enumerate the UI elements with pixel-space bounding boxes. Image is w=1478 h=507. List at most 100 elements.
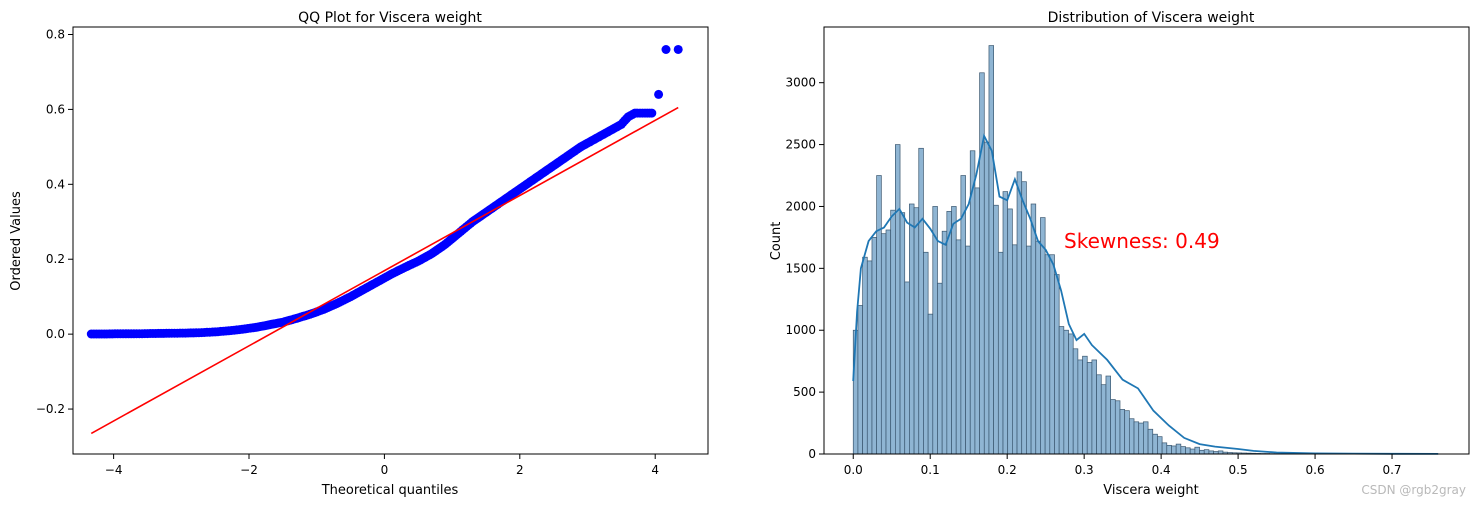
- histogram-bar: [1138, 422, 1144, 455]
- histogram-title: Distribution of Viscera weight: [1048, 10, 1255, 26]
- histogram-bar: [923, 251, 929, 455]
- histogram-bar: [1180, 446, 1186, 455]
- histogram-axes-frame: [823, 26, 1470, 455]
- histogram-bar: [1100, 384, 1107, 455]
- histogram-bar: [1091, 359, 1097, 455]
- histogram-xlabel: Viscera weight: [1103, 483, 1198, 498]
- qq-y-tick-label: 0.0: [46, 327, 65, 341]
- watermark: CSDN @rgb2gray: [1361, 483, 1466, 497]
- qq-x-tick-label: −4: [105, 463, 123, 477]
- histogram-x-tick-label: 0.7: [1382, 463, 1401, 477]
- histogram-x-tick-label: 0.5: [1229, 463, 1248, 477]
- histogram-bar: [1147, 428, 1154, 455]
- histogram-bar: [1203, 449, 1210, 455]
- histogram-bar: [1143, 421, 1149, 455]
- histogram-bar: [955, 239, 962, 455]
- histogram-ylabel: Count: [769, 222, 784, 261]
- histogram-bars: [852, 45, 1439, 455]
- histogram-bar: [918, 147, 924, 455]
- qq-y-tick-label: 0.2: [46, 252, 65, 266]
- histogram-bar: [909, 203, 915, 455]
- histogram-bar: [1068, 333, 1074, 455]
- histogram-bar: [932, 206, 938, 455]
- histogram-bar: [1002, 191, 1009, 455]
- histogram-bar: [1016, 171, 1023, 455]
- histogram-bar: [1096, 374, 1102, 455]
- histogram-y-tick-label: 3000: [785, 76, 816, 90]
- histogram-bar: [1054, 274, 1060, 455]
- histogram-bar: [890, 209, 896, 455]
- histogram-bar: [1035, 240, 1041, 455]
- histogram-bar: [1040, 217, 1046, 455]
- qq-x-tick-label: −2: [240, 463, 258, 477]
- qq-plot-marks: [86, 44, 683, 435]
- histogram-x-tick-label: 0.4: [1152, 463, 1171, 477]
- qq-x-tick-label: 0: [381, 463, 389, 477]
- histogram-bar: [1082, 355, 1088, 455]
- histogram-y-tick-label: 2000: [785, 199, 816, 213]
- qq-plot-ylabel: Ordered Values: [9, 191, 24, 291]
- histogram-bar: [1161, 442, 1168, 455]
- histogram-bar: [1044, 254, 1051, 455]
- histogram-bar: [951, 206, 957, 455]
- histogram-bar: [1110, 399, 1116, 455]
- qq-plot-axes-frame: [72, 26, 709, 455]
- histogram-bar: [1152, 433, 1158, 455]
- qq-plot-panel: QQ Plot for Viscera weight −4 −2 0 2 4 −0.2 0.…: [9, 10, 709, 498]
- histogram-bar: [1119, 409, 1126, 455]
- histogram-bar: [1058, 326, 1065, 455]
- histogram-bar: [1194, 446, 1200, 455]
- histogram-bar: [1133, 421, 1140, 455]
- qq-plot-xlabel: Theoretical quantiles: [321, 483, 459, 498]
- qq-x-tick-label: 4: [651, 463, 659, 477]
- qq-point: [661, 45, 671, 54]
- histogram-bar: [1166, 444, 1172, 455]
- qq-point: [647, 108, 657, 118]
- skewness-annotation: Skewness: 0.49: [1064, 229, 1220, 253]
- qq-x-tick-label: 2: [516, 463, 524, 477]
- histogram-bar: [895, 144, 901, 455]
- histogram-x-tick-label: 0.6: [1306, 463, 1325, 477]
- qq-y-tick-label: 0.4: [46, 177, 65, 191]
- histogram-bar: [927, 313, 934, 455]
- histogram-bar: [871, 237, 877, 455]
- histogram-bar: [1114, 400, 1121, 455]
- histogram-bar: [1157, 436, 1163, 455]
- histogram-y-tick-label: 500: [793, 385, 816, 399]
- histogram-bar: [997, 251, 1004, 455]
- histogram-bar: [1175, 443, 1182, 455]
- histogram-bar: [1124, 410, 1130, 455]
- histogram-y-tick-label: 1500: [785, 261, 816, 275]
- histogram-bar: [1105, 375, 1111, 455]
- qq-point: [673, 44, 683, 54]
- histogram-y-tick-label: 2500: [785, 138, 816, 152]
- histogram-x-tick-label: 0.1: [921, 463, 940, 477]
- histogram-bar: [1026, 245, 1032, 455]
- qq-y-tick-label: 0.6: [46, 102, 65, 116]
- histogram-bar: [941, 230, 948, 455]
- histogram-bar: [1012, 244, 1018, 455]
- histogram-bar: [988, 45, 994, 455]
- qq-point: [654, 89, 664, 99]
- histogram-bar: [1086, 362, 1093, 455]
- histogram-bar: [1185, 447, 1191, 455]
- histogram-panel: Distribution of Viscera weight 0.0 0.1 0.2…: [769, 10, 1470, 498]
- histogram-bar: [899, 212, 906, 455]
- histogram-y-tick-label: 0: [808, 447, 816, 461]
- qq-y-tick-label: −0.2: [36, 402, 65, 416]
- histogram-y-tick-label: 1000: [785, 323, 816, 337]
- histogram-bar: [946, 211, 952, 455]
- histogram-bar: [965, 245, 971, 455]
- histogram-x-tick-label: 0.2: [998, 463, 1017, 477]
- histogram-bar: [1007, 208, 1013, 455]
- histogram-bar: [913, 207, 920, 455]
- qq-y-tick-label: 0.8: [46, 27, 65, 41]
- histogram-bar: [979, 72, 985, 455]
- histogram-bar: [937, 282, 943, 455]
- histogram-bar: [876, 175, 882, 455]
- qq-fit-line: [90, 106, 679, 435]
- histogram-x-tick-label: 0.0: [844, 463, 863, 477]
- histogram-kde-curve: [852, 133, 1439, 455]
